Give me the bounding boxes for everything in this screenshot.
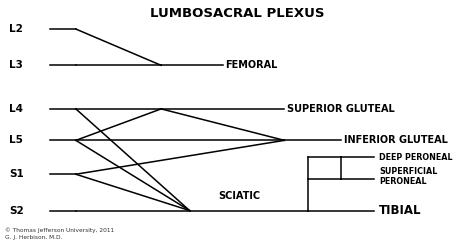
Text: TIBIAL: TIBIAL (379, 204, 422, 217)
Text: L4: L4 (9, 104, 24, 114)
Text: S2: S2 (9, 205, 24, 216)
Text: S1: S1 (9, 169, 24, 179)
Text: SUPERIOR GLUTEAL: SUPERIOR GLUTEAL (287, 104, 394, 114)
Text: © Thomas Jefferson University, 2011
G. J. Herbison, M.D.: © Thomas Jefferson University, 2011 G. J… (5, 228, 114, 240)
Text: SUPERFICIAL
PERONEAL: SUPERFICIAL PERONEAL (379, 167, 438, 186)
Text: L2: L2 (9, 24, 23, 34)
Text: LUMBOSACRAL PLEXUS: LUMBOSACRAL PLEXUS (150, 7, 324, 20)
Text: INFERIOR GLUTEAL: INFERIOR GLUTEAL (344, 135, 447, 145)
Text: FEMORAL: FEMORAL (225, 60, 277, 70)
Text: SCIATIC: SCIATIC (218, 191, 260, 201)
Text: L5: L5 (9, 135, 23, 145)
Text: DEEP PERONEAL: DEEP PERONEAL (379, 153, 453, 162)
Text: L3: L3 (9, 60, 23, 70)
